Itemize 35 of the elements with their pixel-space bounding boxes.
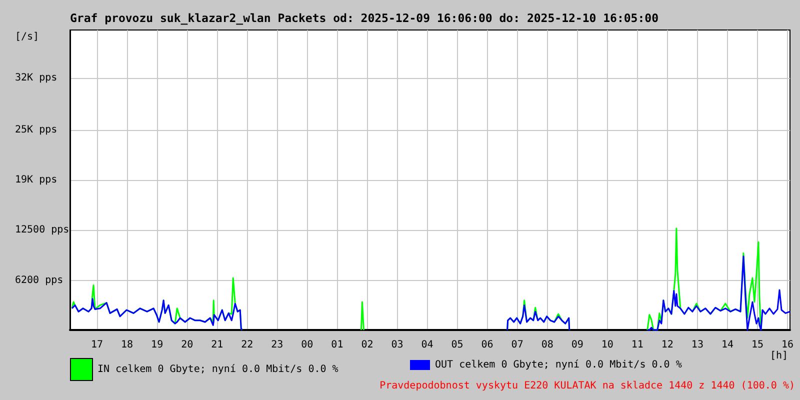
x-tick-label: 22 <box>241 340 254 350</box>
legend-label: OUT celkem 0 Gbyte; nyní 0.0 Mbit/s 0.0 % <box>435 360 682 370</box>
x-tick-label: 09 <box>571 340 584 350</box>
x-tick-label: 13 <box>691 340 704 350</box>
x-tick-label: 02 <box>361 340 374 350</box>
x-tick-label: 14 <box>721 340 734 350</box>
x-tick-label: 11 <box>631 340 644 350</box>
x-tick-label: 08 <box>541 340 554 350</box>
y-axis-title: [/s] <box>15 32 40 42</box>
x-tick-label: 20 <box>181 340 194 350</box>
y-tick-label: 12500 pps <box>15 224 70 236</box>
x-tick-label: 06 <box>481 340 494 350</box>
x-tick-label: 23 <box>271 340 284 350</box>
y-tick-label: 25K pps <box>15 124 58 136</box>
chart-title: Graf provozu suk_klazar2_wlan Packets od: 2025-12-09 16:06:00 do: 2025-12-10 16:05:00 <box>70 11 659 25</box>
y-tick-label: 32K pps <box>15 72 58 84</box>
text: Pravdepodobnost vyskytu E220 KULATAK na skladce 1440 z 1440 (100.0 %) <box>380 380 795 392</box>
x-tick-label: 17 <box>90 340 104 350</box>
legend-label: IN celkem 0 Gbyte; nyní 0.0 Mbit/s 0.0 % <box>98 364 338 375</box>
x-tick-label: 00 <box>301 340 314 350</box>
x-tick-label: 03 <box>391 340 404 350</box>
x-tick-label: 19 <box>151 340 164 350</box>
x-tick-label: 16 <box>781 340 794 350</box>
x-tick-label: 15 <box>751 340 764 350</box>
x-tick-label: 12 <box>661 340 674 350</box>
y-tick-label: 6200 pps <box>15 274 64 286</box>
x-tick-label: 05 <box>451 340 464 350</box>
x-axis-title: [h] <box>770 350 788 362</box>
x-tick-label: 07 <box>511 340 524 350</box>
y-tick-label: 19K pps <box>15 174 58 186</box>
x-tick-label: 04 <box>421 340 434 350</box>
x-tick-label: 18 <box>121 340 134 350</box>
x-tick-label: 21 <box>211 340 224 350</box>
x-tick-label: 10 <box>601 340 614 350</box>
x-tick-label: 01 <box>331 340 344 350</box>
